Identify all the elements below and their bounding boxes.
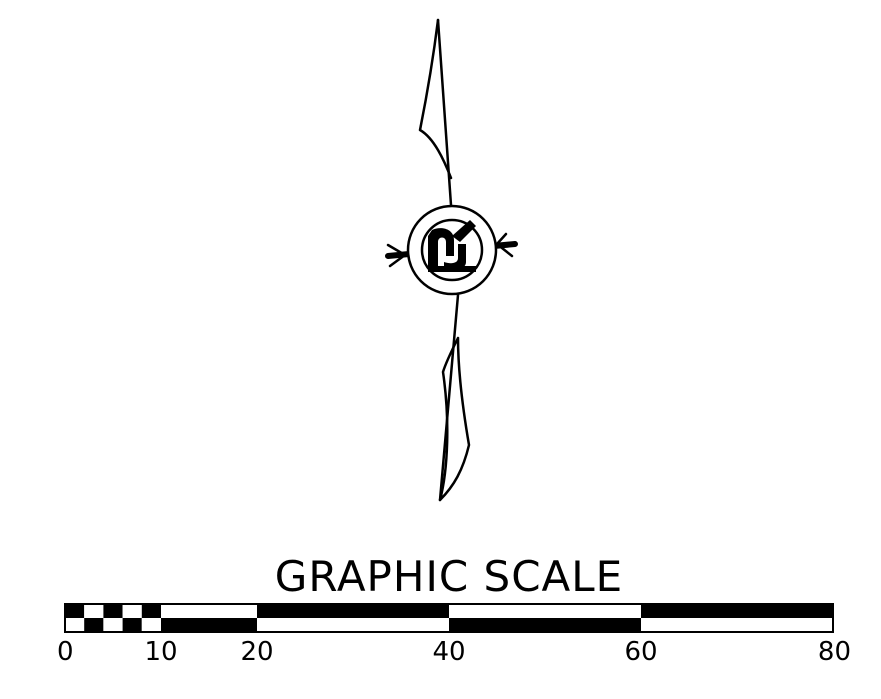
scale-segment (65, 618, 85, 632)
scale-segment (122, 618, 142, 632)
scale-segment (103, 618, 123, 632)
scale-bar-outline (64, 603, 834, 633)
scale-tick-label: 20 (240, 637, 273, 667)
scale-bar (64, 603, 834, 633)
scale-segment (161, 618, 257, 632)
scale-segment (103, 604, 123, 618)
north-arrow-lower-shaft (438, 293, 460, 502)
scale-segment (141, 618, 161, 632)
scale-tick-labels: 0 10 20 40 60 80 (57, 637, 851, 667)
north-arrow-inner-ring (420, 218, 484, 282)
scale-title: GRAPHIC SCALE (275, 552, 623, 601)
north-arrow-monogram (428, 220, 476, 272)
scale-segment (641, 618, 833, 632)
scale-segment (65, 604, 85, 618)
scale-segment (122, 604, 142, 618)
north-arrow-upper-barb (418, 18, 453, 180)
scale-segment (257, 618, 449, 632)
scale-segment (449, 618, 641, 632)
scale-segment (641, 604, 833, 618)
north-arrow-cross-tail-left (386, 243, 407, 268)
scale-segment (257, 604, 449, 618)
north-arrow-upper-shaft (436, 18, 453, 207)
north-arrow-cross-tail-right (495, 232, 514, 258)
scale-segment (84, 618, 104, 632)
north-arrow-lower-barb (438, 336, 471, 502)
scale-segment (84, 604, 104, 618)
north-arrow-icon (385, 18, 518, 502)
scale-tick-label: 40 (432, 637, 465, 667)
scale-segment (141, 604, 161, 618)
scale-tick-label: 60 (624, 637, 657, 667)
scale-segment (161, 604, 257, 618)
scale-tick-label: 80 (818, 637, 851, 667)
scale-tick-label: 0 (57, 637, 74, 667)
scale-segment (449, 604, 641, 618)
scale-tick-label: 10 (144, 637, 177, 667)
